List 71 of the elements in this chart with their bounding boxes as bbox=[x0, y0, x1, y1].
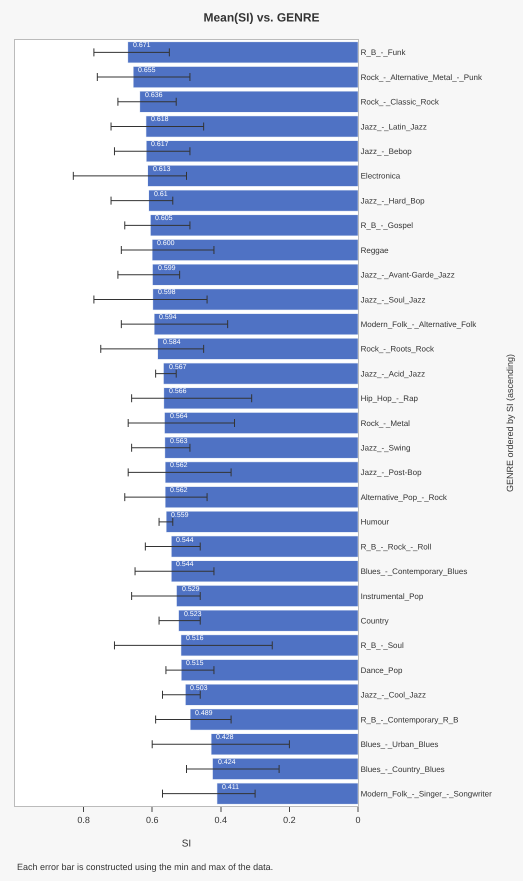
y-tick-label: Jazz_-_Acid_Jazz bbox=[360, 369, 426, 378]
y-tick-label: R_B_-_Rock_-_Roll bbox=[360, 542, 432, 552]
bar bbox=[164, 436, 358, 458]
y-tick-label: Jazz_-_Avant-Garde_Jazz bbox=[360, 270, 455, 280]
x-tick-label: 0.8 bbox=[77, 814, 90, 825]
bar bbox=[157, 338, 358, 360]
bar bbox=[171, 560, 358, 582]
text: Each error bar is constructed using the min and max of the data. bbox=[17, 862, 274, 872]
x-axis-title: SI bbox=[182, 838, 192, 850]
bar bbox=[171, 536, 358, 558]
y-tick-label: R_B_-_Gospel bbox=[360, 221, 414, 230]
x-tick-label: 0.6 bbox=[146, 814, 158, 825]
bar bbox=[166, 511, 358, 533]
bar bbox=[140, 91, 358, 113]
y-tick-label: Rock_-_Alternative_Metal_-_Punk bbox=[360, 72, 483, 82]
x-tick-label: 0.4 bbox=[214, 814, 228, 825]
y-tick-label: Blues_-_Country_Blues bbox=[360, 764, 445, 774]
y-tick-label: Jazz_-_Soul_Jazz bbox=[360, 295, 426, 304]
y-tick-label: R_B_-_Funk bbox=[360, 48, 407, 58]
y-tick-label: Jazz_-_Hard_Bop bbox=[360, 196, 426, 206]
y-tick-label: Alternative_Pop_-_Rock bbox=[360, 492, 448, 502]
y-tick-label: Modern_Folk_-_Singer_-_Songwriter bbox=[360, 789, 492, 798]
bar bbox=[164, 486, 358, 508]
y-axis-title: GENRE ordered by SI (ascending) bbox=[504, 354, 515, 492]
y-tick-label: Country bbox=[360, 616, 389, 626]
x-tick-label: 0 bbox=[355, 814, 361, 825]
y-tick-label: Modern_Folk_-_Alternative_Folk bbox=[360, 320, 478, 329]
bar bbox=[146, 140, 358, 162]
y-tick-label: Dance_Pop bbox=[360, 666, 403, 675]
y-tick-label: Rock_-_Roots_Rock bbox=[360, 344, 435, 354]
y-tick-label: Jazz_-_Swing bbox=[360, 444, 410, 453]
bar bbox=[181, 659, 358, 681]
y-tick-label: Jazz_-_Post-Bop bbox=[360, 468, 422, 478]
chart-title: Mean(SI) vs. GENRE bbox=[203, 10, 320, 25]
y-tick-label: Blues_-_Contemporary_Blues bbox=[360, 567, 468, 576]
y-tick-label: Blues_-_Urban_Blues bbox=[360, 740, 438, 750]
y-tick-label: R_B_-_Contemporary_R_B bbox=[360, 715, 458, 724]
y-tick-label: Humour bbox=[360, 518, 390, 527]
x-tick-label: 0.2 bbox=[283, 814, 296, 825]
y-tick-label: Rock_-_Metal bbox=[360, 418, 410, 428]
bar bbox=[152, 288, 358, 310]
bar bbox=[146, 116, 358, 138]
y-tick-label: Instrumental_Pop bbox=[360, 592, 424, 601]
bar bbox=[176, 585, 358, 607]
bar bbox=[152, 239, 358, 261]
bar bbox=[164, 388, 358, 410]
y-tick-label: R_B_-_Soul bbox=[360, 641, 404, 650]
bar bbox=[164, 462, 358, 484]
bar bbox=[180, 634, 358, 656]
bar bbox=[185, 684, 358, 706]
bar bbox=[150, 214, 358, 236]
bar bbox=[133, 66, 358, 88]
y-tick-label: Electronica bbox=[360, 172, 401, 181]
bar bbox=[147, 165, 358, 187]
bar bbox=[210, 733, 358, 755]
bar bbox=[212, 758, 358, 780]
bar bbox=[190, 708, 358, 730]
bar bbox=[128, 42, 358, 64]
y-tick-label: Rock_-_Classic_Rock bbox=[360, 98, 440, 107]
y-tick-label: Reggae bbox=[360, 246, 390, 255]
y-tick-label: Jazz_-_Latin_Jazz bbox=[360, 122, 427, 132]
bar bbox=[216, 782, 358, 804]
y-tick-label: Jazz_-_Bebop bbox=[360, 146, 412, 156]
bar bbox=[152, 264, 358, 286]
bar bbox=[148, 190, 358, 212]
bar bbox=[154, 313, 358, 335]
y-tick-label: Hip_Hop_-_Rap bbox=[360, 394, 419, 404]
bar bbox=[163, 362, 358, 384]
y-tick-label: Jazz_-_Cool_Jazz bbox=[360, 690, 426, 700]
bar bbox=[164, 412, 358, 434]
bar bbox=[178, 610, 358, 632]
